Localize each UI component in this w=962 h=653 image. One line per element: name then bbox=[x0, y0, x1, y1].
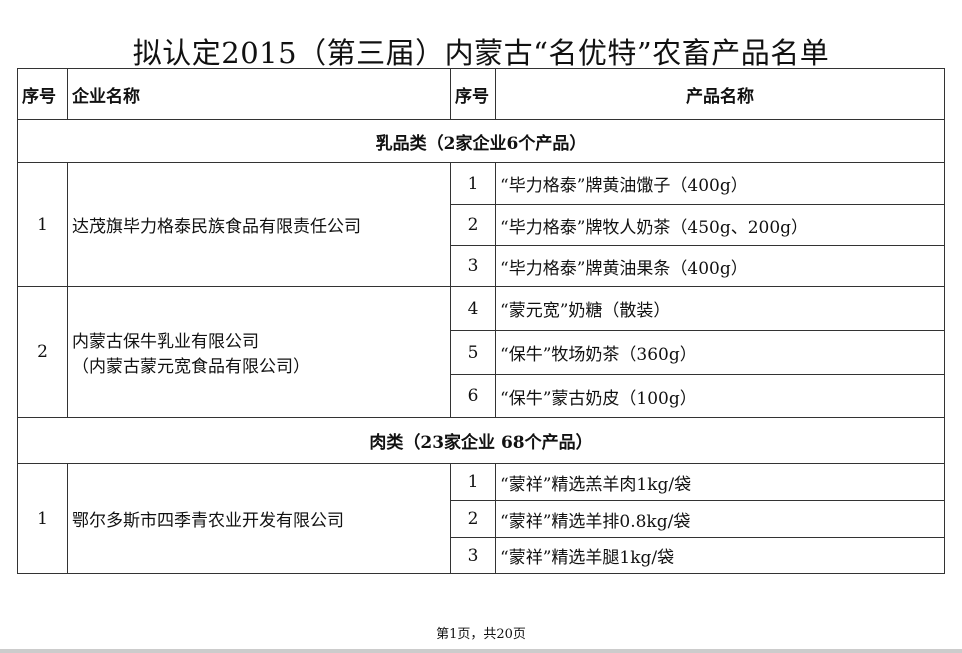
table-row: 5 “保牛”牧场奶茶（360g） bbox=[18, 330, 945, 375]
company-seq: 2 bbox=[17, 286, 68, 418]
document-title: 拟认定2015（第三届）内蒙古“名优特”农畜产品名单 bbox=[132, 36, 830, 70]
product-seq: 3 bbox=[450, 245, 496, 287]
product-name: “保牛”蒙古奶皮（100g） bbox=[495, 374, 945, 418]
company-name: 内蒙古保牛乳业有限公司 （内蒙古蒙元宽食品有限公司） bbox=[67, 286, 451, 418]
category-row: 乳品类（2家企业6个产品） bbox=[17, 119, 945, 163]
product-seq: 2 bbox=[450, 500, 496, 538]
company-name-line2: （内蒙古蒙元宽食品有限公司） bbox=[72, 357, 310, 377]
product-seq: 4 bbox=[450, 286, 496, 331]
product-name: “毕力格泰”牌黄油馓子（400g） bbox=[495, 162, 945, 205]
table-row: 2 “蒙祥”精选羊排0.8kg/袋 bbox=[18, 500, 945, 538]
header-seq: 序号 bbox=[17, 68, 68, 120]
product-name: “毕力格泰”牌黄油果条（400g） bbox=[495, 245, 945, 287]
product-seq: 2 bbox=[450, 204, 496, 246]
product-seq: 1 bbox=[450, 162, 496, 205]
product-name: “蒙祥”精选羊排0.8kg/袋 bbox=[495, 500, 945, 538]
company-name: 达茂旗毕力格泰民族食品有限责任公司 bbox=[67, 162, 451, 287]
header-product: 产品名称 bbox=[495, 68, 945, 120]
table-header-row: 序号 企业名称 序号 产品名称 bbox=[17, 68, 945, 120]
table-row: 6 “保牛”蒙古奶皮（100g） bbox=[18, 374, 945, 418]
product-name: “保牛”牧场奶茶（360g） bbox=[495, 330, 945, 375]
product-seq: 6 bbox=[450, 374, 496, 418]
page-bottom-edge bbox=[0, 649, 962, 653]
product-name: “蒙祥”精选羔羊肉1kg/袋 bbox=[495, 463, 945, 501]
table-row: 1 鄂尔多斯市四季青农业开发有限公司 1 “蒙祥”精选羔羊肉1kg/袋 bbox=[17, 463, 945, 574]
category-row: 肉类（23家企业 68个产品） bbox=[17, 417, 945, 464]
table-row: 1 达茂旗毕力格泰民族食品有限责任公司 1 “毕力格泰”牌黄油馓子（400g） bbox=[17, 162, 945, 287]
company-name-line1: 内蒙古保牛乳业有限公司 bbox=[72, 332, 259, 352]
table-row: 2 内蒙古保牛乳业有限公司 （内蒙古蒙元宽食品有限公司） 4 “蒙元宽”奶糖（散… bbox=[17, 286, 945, 418]
product-list-table: 序号 企业名称 序号 产品名称 乳品类（2家企业6个产品） 1 达茂旗毕力格泰民… bbox=[17, 68, 945, 574]
product-seq: 1 bbox=[450, 463, 496, 501]
table-row: 3 “毕力格泰”牌黄油果条（400g） bbox=[18, 245, 945, 287]
product-name: “蒙元宽”奶糖（散装） bbox=[495, 286, 945, 331]
company-seq: 1 bbox=[17, 162, 68, 287]
table-row: 3 “蒙祥”精选羊腿1kg/袋 bbox=[18, 537, 945, 574]
product-name: “毕力格泰”牌牧人奶茶（450g、200g） bbox=[495, 204, 945, 246]
product-name: “蒙祥”精选羊腿1kg/袋 bbox=[495, 537, 945, 574]
company-seq: 1 bbox=[17, 463, 68, 574]
header-product-seq: 序号 bbox=[450, 68, 496, 120]
company-name: 鄂尔多斯市四季青农业开发有限公司 bbox=[67, 463, 451, 574]
product-seq: 3 bbox=[450, 537, 496, 574]
product-seq: 5 bbox=[450, 330, 496, 375]
page-number: 第1页，共20页 bbox=[436, 627, 526, 642]
header-company: 企业名称 bbox=[67, 68, 451, 120]
